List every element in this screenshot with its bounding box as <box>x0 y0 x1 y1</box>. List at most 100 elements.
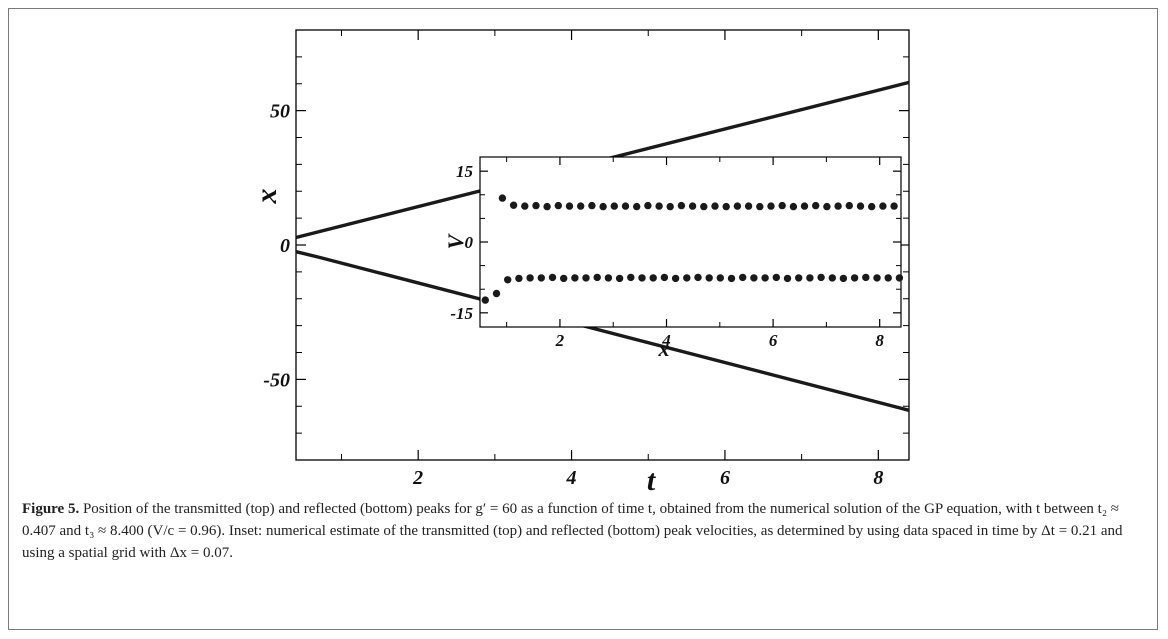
inset-x-axis-title: x <box>658 336 670 361</box>
inset-data-point <box>694 273 702 282</box>
inset-data-point <box>850 274 859 282</box>
main-x-tick-label: 4 <box>566 467 577 489</box>
inset-data-point <box>582 274 590 282</box>
main-x-ticks: 2 4 6 8 <box>340 30 883 489</box>
inset-data-point <box>733 202 742 210</box>
inset-data-point <box>515 274 523 283</box>
inset-data-point <box>521 202 529 210</box>
inset-data-point <box>795 274 803 282</box>
inset-data-point <box>604 274 613 282</box>
inset-data-point <box>700 202 708 211</box>
inset-data-point <box>756 202 764 211</box>
main-x-axis-title: t <box>647 464 657 497</box>
figure-chart: 2 4 6 8 50 0 -50 t x 2 4 6 8 15 0 -15 x V <box>250 29 910 497</box>
inset-data-point <box>560 274 568 283</box>
inset-data-point <box>577 202 585 210</box>
inset-data-point <box>633 202 641 211</box>
inset-data-point <box>677 201 686 210</box>
inset-data-point <box>783 274 792 283</box>
main-x-tick-label: 2 <box>412 467 423 489</box>
inset-data-point <box>823 202 831 211</box>
inset-data-point <box>812 201 820 210</box>
inset-data-point <box>498 194 507 202</box>
inset-data-point <box>660 273 669 282</box>
inset-data-point <box>655 202 663 210</box>
figure-frame <box>8 8 1158 630</box>
inset-y-tick-label: -15 <box>450 304 473 323</box>
main-x-tick-label: 6 <box>720 467 730 489</box>
inset-data-point <box>744 202 753 210</box>
inset-x-ticks: 2 4 6 8 <box>506 157 884 350</box>
figure-caption-text: Position of the transmitted (top) and re… <box>22 501 1123 561</box>
inset-data-point <box>800 202 809 210</box>
main-y-ticks: 50 0 -50 <box>263 29 909 461</box>
inset-x-tick-label: 4 <box>661 331 671 350</box>
inset-x-tick-label: 8 <box>875 331 884 350</box>
inset-data-point <box>565 202 574 210</box>
inset-data-point <box>666 202 674 211</box>
inset-plot-frame <box>479 156 902 328</box>
inset-data-point <box>615 274 624 283</box>
inset-data-point <box>767 202 775 210</box>
inset-data-point <box>644 201 652 210</box>
inset-data-point <box>711 202 719 210</box>
inset-y-ticks: 15 0 -15 <box>450 162 901 323</box>
inset-data-point <box>789 202 798 211</box>
inset-plot: 2 4 6 8 15 0 -15 x V <box>443 156 904 361</box>
inset-data-point <box>492 289 501 298</box>
inset-data-point <box>638 274 646 282</box>
inset-data-point <box>683 274 691 282</box>
inset-data-point <box>839 274 848 283</box>
inset-data-point <box>879 202 887 210</box>
inset-y-axis-title: V <box>443 232 468 249</box>
main-y-tick-label: 0 <box>280 235 290 257</box>
inset-data-point <box>750 274 758 282</box>
inset-data-point <box>722 202 730 211</box>
inset-data-point <box>593 273 601 282</box>
inset-data-point <box>610 202 618 210</box>
inset-data-point <box>705 274 713 282</box>
inset-data-point <box>739 273 747 282</box>
inset-data-point <box>834 202 842 210</box>
inset-data-point <box>571 274 579 282</box>
inset-series <box>481 194 904 304</box>
main-x-tick-label: 8 <box>873 467 883 489</box>
main-y-tick-label: 50 <box>270 101 290 123</box>
inset-data-point <box>554 201 562 210</box>
inset-data-point <box>688 202 697 210</box>
inset-data-point <box>806 274 814 282</box>
inset-data-point <box>543 202 551 211</box>
inset-data-point <box>537 274 545 282</box>
figure-caption-label: Figure 5. <box>22 501 80 517</box>
inset-data-point <box>845 201 853 210</box>
inset-data-point <box>873 274 881 282</box>
inset-y-tick-label: 0 <box>465 233 474 252</box>
inset-data-point <box>868 202 876 211</box>
inset-data-point <box>627 273 635 282</box>
main-y-tick-label: -50 <box>263 369 290 391</box>
inset-data-point <box>716 274 724 282</box>
inset-data-point <box>884 274 892 282</box>
inset-data-point <box>671 274 680 283</box>
figure-caption: Figure 5. Position of the transmitted (t… <box>22 498 1147 564</box>
inset-x-tick-label: 2 <box>555 331 565 350</box>
inset-data-point <box>548 273 557 282</box>
inset-data-point <box>504 276 512 284</box>
inset-data-point <box>526 274 534 282</box>
inset-data-point <box>862 273 870 282</box>
inset-x-tick-label: 6 <box>769 331 778 350</box>
inset-data-point <box>481 296 489 304</box>
inset-data-point <box>890 202 898 210</box>
inset-data-point <box>588 201 596 210</box>
inset-data-point <box>828 274 836 282</box>
inset-data-point <box>509 201 518 209</box>
inset-data-point <box>621 202 630 210</box>
inset-data-point <box>727 274 736 283</box>
inset-data-point <box>778 201 786 210</box>
inset-data-point <box>772 273 780 282</box>
inset-data-point <box>532 201 540 210</box>
inset-data-point <box>599 202 607 211</box>
inset-data-point <box>649 274 657 282</box>
inset-data-point <box>856 202 865 210</box>
inset-y-tick-label: 15 <box>456 162 474 181</box>
